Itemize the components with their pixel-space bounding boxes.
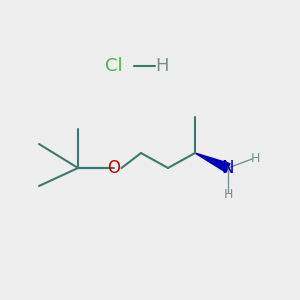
Text: H: H <box>155 57 169 75</box>
Text: Cl: Cl <box>105 57 123 75</box>
Text: H: H <box>223 188 233 202</box>
Text: O: O <box>107 159 121 177</box>
Text: H: H <box>250 152 260 166</box>
Text: N: N <box>222 159 234 177</box>
Polygon shape <box>195 153 230 172</box>
